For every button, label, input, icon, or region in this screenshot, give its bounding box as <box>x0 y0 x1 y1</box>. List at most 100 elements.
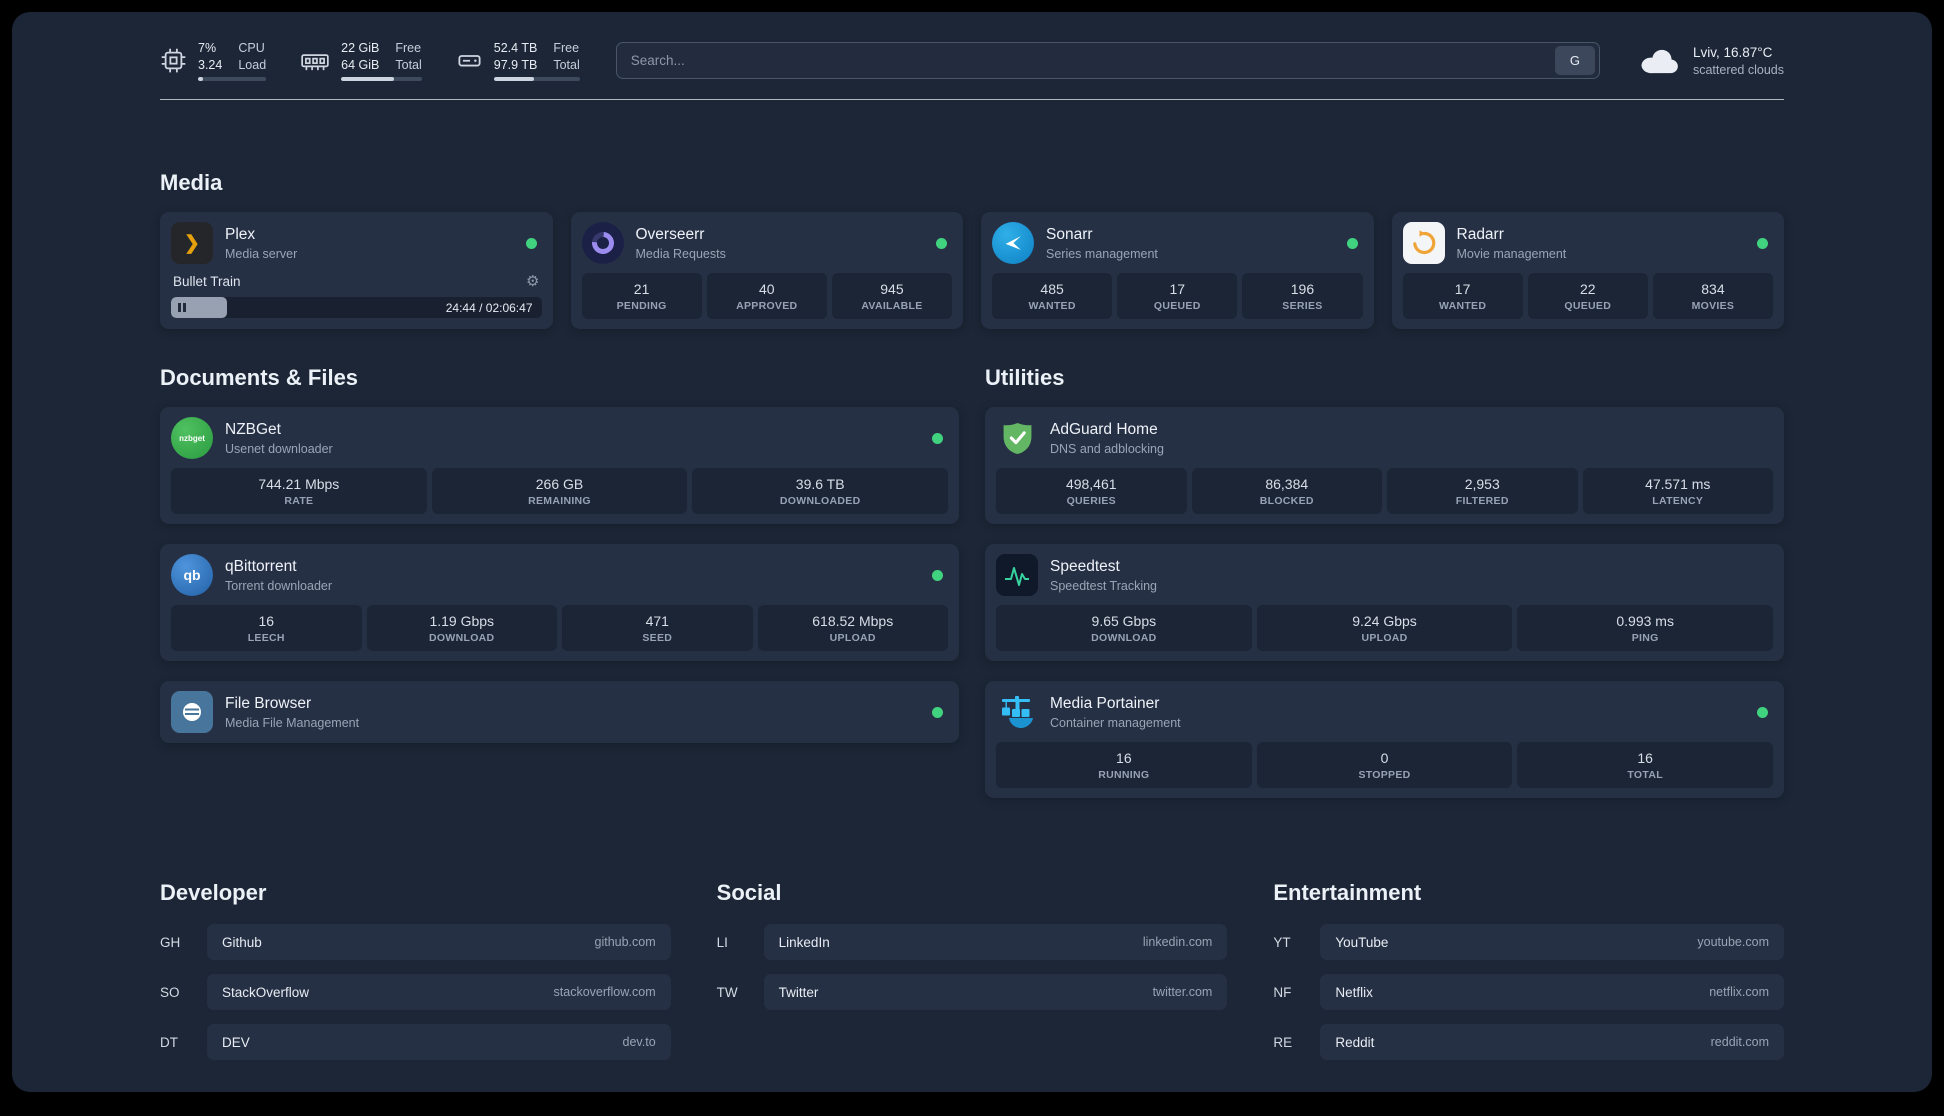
service-subtitle: Movie management <box>1456 246 1567 261</box>
playback-progress-bar[interactable]: 24:44 / 02:06:47 <box>171 297 542 318</box>
bookmark-row-twitter: TW Twitter twitter.com <box>717 974 1228 1010</box>
stat-value: 16 <box>258 613 275 629</box>
section-title-utilities: Utilities <box>985 365 1065 390</box>
bookmark-link-netflix[interactable]: Netflix netflix.com <box>1320 974 1784 1010</box>
stat-value: 266 GB <box>535 476 584 492</box>
service-card-portainer[interactable]: Media Portainer Container management 16 R… <box>985 681 1784 798</box>
settings-gear-icon[interactable]: ⚙ <box>526 273 540 290</box>
stat-label: WANTED <box>1438 300 1487 312</box>
service-name: Overseerr <box>635 225 705 243</box>
service-name: qBittorrent <box>225 557 297 575</box>
bookmark-abbr: GH <box>160 934 181 950</box>
plex-chevron-glyph: ❯ <box>184 232 200 254</box>
bookmark-url: github.com <box>594 935 656 949</box>
service-name: NZBGet <box>225 420 281 438</box>
stat-label: LATENCY <box>1652 495 1704 507</box>
stat-tile: 618.52 Mbps UPLOAD <box>757 605 948 651</box>
stat-value: 744.21 Mbps <box>258 476 340 492</box>
service-subtitle: Media server <box>225 246 298 261</box>
service-card-nzbget[interactable]: nzbget NZBGet Usenet downloader 744.21 M… <box>160 407 959 524</box>
stat-tile: 266 GB REMAINING <box>431 468 688 514</box>
stat-label: QUEUED <box>1153 300 1201 312</box>
bookmark-link-twitter[interactable]: Twitter twitter.com <box>763 974 1228 1010</box>
adguard-icon <box>996 417 1038 459</box>
search-provider-button[interactable]: G <box>1554 46 1595 75</box>
service-card-adguard[interactable]: AdGuard Home DNS and adblocking 498,461 Q… <box>985 407 1784 524</box>
service-name: Plex <box>225 225 256 243</box>
bookmark-row-github: GH Github github.com <box>160 924 671 960</box>
disk-total-value: 97.9 TB <box>493 57 538 72</box>
bookmark-link-dev[interactable]: DEV dev.to <box>207 1024 671 1060</box>
memory-total-label: Total <box>395 57 422 72</box>
status-dot <box>1757 706 1768 718</box>
overseerr-icon <box>581 222 624 264</box>
service-card-radarr[interactable]: Radarr Movie management 17 WANTED 22 QUEUE… <box>1391 212 1784 329</box>
stat-value: 618.52 Mbps <box>812 613 894 629</box>
status-dot <box>525 237 537 249</box>
stat-tile: 0 STOPPED <box>1256 742 1513 788</box>
bookmark-abbr: RE <box>1273 1034 1293 1050</box>
weather-widget: Lviv, 16.87°C scattered clouds <box>1636 45 1784 77</box>
bookmark-link-linkedin[interactable]: LinkedIn linkedin.com <box>763 924 1228 960</box>
memory-total-value: 64 GiB <box>341 57 380 72</box>
bookmark-group-developer: Developer GH Github github.com SO StackO… <box>160 880 671 1074</box>
filebrowser-icon <box>171 691 213 733</box>
bookmark-link-youtube[interactable]: YouTube youtube.com <box>1320 924 1784 960</box>
pause-icon[interactable] <box>178 303 186 312</box>
bookmark-group-title: Social <box>716 880 782 905</box>
stat-tile: 744.21 Mbps RATE <box>171 468 427 514</box>
service-subtitle: Container management <box>1050 715 1181 730</box>
bookmark-abbr: TW <box>716 984 738 1000</box>
search-input[interactable] <box>616 43 1555 78</box>
stat-tile: 2,953 FILTERED <box>1387 468 1578 514</box>
stat-label: QUEUED <box>1564 300 1612 312</box>
bookmark-link-reddit[interactable]: Reddit reddit.com <box>1320 1024 1784 1060</box>
service-card-speedtest[interactable]: Speedtest Speedtest Tracking 9.65 Gbps DO… <box>985 544 1784 661</box>
status-dot <box>932 706 943 718</box>
bookmark-name: YouTube <box>1335 934 1389 950</box>
bookmark-link-github[interactable]: Github github.com <box>207 924 671 960</box>
stat-value: 16 <box>1637 750 1653 766</box>
stat-tile: 471 SEED <box>562 605 753 651</box>
memory-free-label: Free <box>395 41 422 55</box>
stat-label: PING <box>1631 632 1659 644</box>
bookmark-link-stackoverflow[interactable]: StackOverflow stackoverflow.com <box>207 974 671 1010</box>
bookmark-row-reddit: RE Reddit reddit.com <box>1273 1024 1784 1060</box>
service-name: Sonarr <box>1046 225 1093 243</box>
bookmark-abbr: SO <box>160 984 180 1000</box>
bookmark-row-netflix: NF Netflix netflix.com <box>1273 974 1784 1010</box>
service-card-qbittorrent[interactable]: qb qBittorrent Torrent downloader 16 LEEC… <box>160 544 959 661</box>
stat-label: RUNNING <box>1098 769 1150 781</box>
stat-label: MOVIES <box>1691 300 1735 312</box>
service-card-sonarr[interactable]: Sonarr Series management 485 WANTED 17 QUE… <box>981 212 1374 329</box>
service-card-filebrowser[interactable]: File Browser Media File Management <box>160 681 959 743</box>
top-bar: 7% CPU 3.24 Load 22 GiB <box>160 12 1784 81</box>
service-subtitle: Usenet downloader <box>225 441 333 456</box>
playback-time: 24:44 / 02:06:47 <box>445 300 533 315</box>
service-card-plex[interactable]: ❯ Plex Media server Bullet Train ⚙ <box>160 212 553 329</box>
service-name: File Browser <box>225 694 312 712</box>
section-title-documents: Documents & Files <box>160 365 359 390</box>
section-title-media: Media <box>160 170 223 195</box>
stat-label: STOPPED <box>1358 769 1411 781</box>
stat-label: DOWNLOAD <box>1091 632 1157 644</box>
service-subtitle: Series management <box>1046 246 1158 261</box>
status-dot <box>1757 237 1768 249</box>
stat-value: 196 <box>1290 281 1315 297</box>
bookmark-name: DEV <box>222 1034 250 1050</box>
playback-progress-fill <box>171 297 227 318</box>
bookmark-name: StackOverflow <box>222 984 310 1000</box>
search-bar: G <box>615 42 1600 79</box>
stat-tile: 40 APPROVED <box>706 273 827 319</box>
service-card-overseerr[interactable]: Overseerr Media Requests 21 PENDING 40 APP… <box>570 212 963 329</box>
bookmark-url: twitter.com <box>1152 985 1213 999</box>
bookmark-row-stackoverflow: SO StackOverflow stackoverflow.com <box>160 974 671 1010</box>
stat-label: WANTED <box>1028 300 1076 312</box>
bookmark-group-social: Social LI LinkedIn linkedin.com TW Twitt… <box>717 880 1228 1074</box>
stat-label: LEECH <box>247 632 285 644</box>
service-name: AdGuard Home <box>1050 420 1158 438</box>
stat-tile: 9.65 Gbps DOWNLOAD <box>996 605 1252 651</box>
qbittorrent-icon: qb <box>171 554 213 596</box>
stat-value: 40 <box>758 281 775 297</box>
bookmark-row-youtube: YT YouTube youtube.com <box>1273 924 1784 960</box>
